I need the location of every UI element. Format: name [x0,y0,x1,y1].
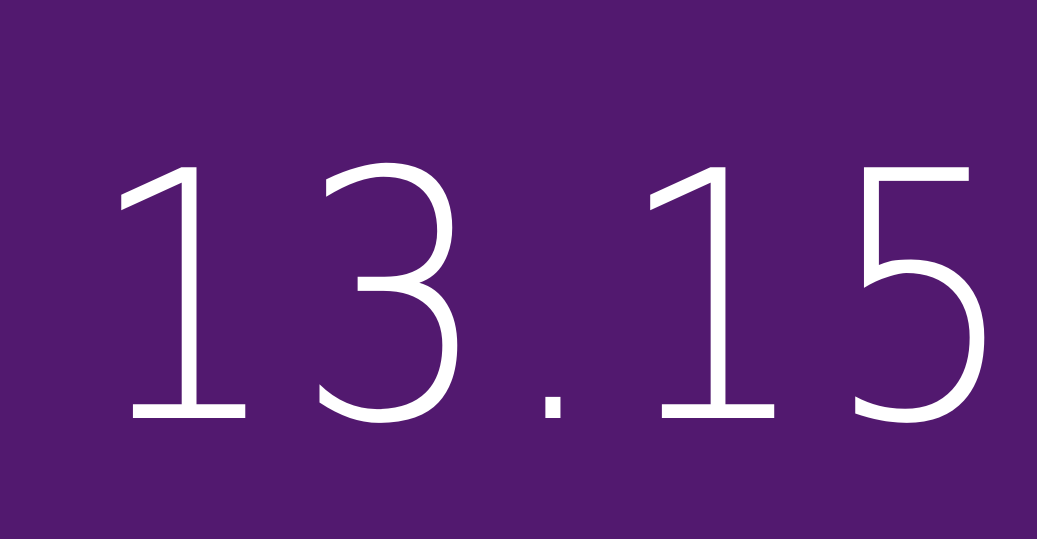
version-number: 13.15 [88,100,1034,500]
